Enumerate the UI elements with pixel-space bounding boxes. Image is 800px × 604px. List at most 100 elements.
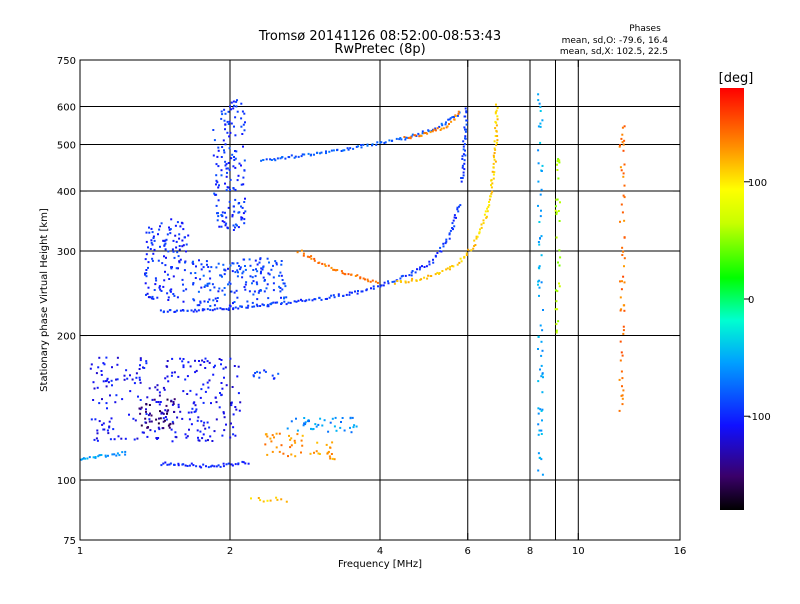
data-point	[222, 411, 225, 414]
data-point	[555, 213, 558, 216]
data-point	[235, 100, 238, 103]
data-point	[444, 242, 447, 245]
data-point	[267, 272, 270, 275]
data-point	[337, 293, 340, 296]
data-point	[330, 266, 333, 269]
data-point	[492, 154, 495, 157]
data-point	[387, 282, 390, 285]
data-point	[294, 155, 297, 158]
data-point	[148, 418, 151, 421]
data-point	[151, 295, 154, 298]
data-point	[178, 245, 181, 247]
data-point	[537, 433, 540, 436]
data-point	[278, 450, 281, 453]
data-point	[164, 377, 167, 380]
data-point	[620, 394, 623, 397]
data-point	[177, 462, 180, 465]
data-point	[169, 232, 172, 235]
data-point	[262, 500, 265, 503]
data-point	[357, 290, 359, 292]
data-point	[221, 434, 224, 437]
data-point	[556, 290, 559, 293]
data-point	[190, 462, 193, 465]
data-point	[233, 291, 236, 294]
data-point	[228, 168, 231, 171]
data-point	[288, 434, 290, 437]
data-point	[224, 160, 227, 163]
data-point	[462, 171, 465, 174]
data-point	[241, 276, 244, 279]
data-point	[116, 363, 119, 366]
data-point	[491, 170, 494, 173]
data-point	[272, 289, 275, 292]
data-point	[177, 403, 180, 406]
data-point	[351, 291, 353, 294]
data-point	[103, 363, 106, 366]
data-point	[236, 99, 238, 102]
data-point	[96, 432, 99, 435]
data-point	[375, 143, 378, 146]
data-point	[487, 205, 490, 208]
chart-subtitle: RwPretec (8p)	[334, 42, 425, 57]
data-point	[456, 208, 459, 211]
data-point	[540, 364, 543, 367]
data-point	[401, 274, 404, 277]
data-point	[97, 455, 100, 458]
data-point	[417, 132, 420, 135]
data-point	[101, 398, 103, 401]
data-point	[213, 308, 216, 311]
data-point	[425, 265, 428, 268]
data-point	[342, 294, 345, 297]
data-point	[440, 250, 443, 253]
data-point	[181, 245, 184, 248]
data-point	[249, 264, 252, 267]
data-point	[215, 179, 218, 182]
data-point	[202, 401, 205, 404]
data-point	[374, 280, 377, 283]
data-point	[464, 154, 467, 157]
data-point	[434, 129, 437, 132]
data-point	[243, 218, 246, 221]
data-point	[192, 310, 195, 313]
data-point	[233, 104, 235, 107]
data-point	[228, 120, 231, 123]
data-point	[176, 296, 179, 299]
data-point	[444, 123, 447, 126]
data-point	[460, 260, 463, 263]
data-point	[367, 280, 370, 283]
data-point	[343, 149, 346, 152]
data-point	[537, 423, 540, 426]
data-point	[537, 149, 540, 152]
data-point	[333, 268, 336, 271]
data-point	[241, 110, 244, 113]
data-point	[133, 438, 136, 441]
data-point	[554, 209, 557, 212]
data-point	[244, 265, 246, 267]
data-point	[107, 432, 110, 435]
data-point	[540, 354, 543, 357]
data-point	[203, 308, 206, 311]
data-point	[226, 131, 229, 134]
x-tick-label: 16	[674, 546, 687, 557]
data-point	[486, 210, 489, 213]
data-point	[464, 128, 466, 131]
data-point	[619, 280, 621, 283]
data-point	[224, 211, 226, 214]
data-point	[175, 267, 178, 270]
data-point	[556, 169, 559, 171]
data-point	[184, 464, 187, 467]
data-point	[371, 143, 374, 146]
data-point	[383, 142, 386, 144]
data-point	[98, 454, 101, 457]
data-point	[449, 265, 452, 268]
data-point	[145, 240, 148, 243]
data-point	[332, 268, 335, 271]
data-point	[199, 430, 202, 433]
data-point	[326, 452, 329, 455]
data-point	[623, 184, 626, 187]
data-point	[302, 252, 305, 255]
data-point	[458, 261, 461, 264]
data-point	[433, 128, 436, 131]
data-point	[133, 382, 136, 385]
data-point	[366, 143, 369, 146]
